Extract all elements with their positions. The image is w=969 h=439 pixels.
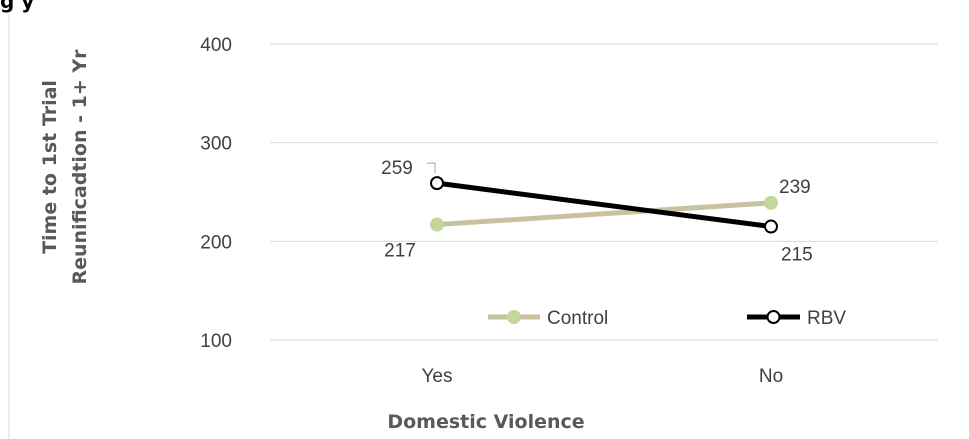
series-line-rbv bbox=[434, 180, 774, 230]
y-tick-label: 400 bbox=[200, 35, 232, 56]
data-point-rbv bbox=[430, 176, 444, 191]
y-axis-title-line-2: Reunificadtion - 1+ Yr bbox=[69, 49, 91, 285]
legend-swatch-marker-control bbox=[507, 310, 521, 324]
data-point-control bbox=[430, 217, 444, 232]
x-tick-label: Yes bbox=[422, 366, 453, 387]
y-axis-title-line-1: Time to 1st Trial bbox=[39, 80, 61, 254]
series-lines bbox=[434, 180, 774, 230]
data-label-control: 239 bbox=[779, 177, 811, 198]
data-label-rbv: 215 bbox=[781, 245, 813, 266]
x-axis-title: Domestic Violence bbox=[387, 411, 584, 433]
data-point-control bbox=[764, 195, 778, 210]
legend-label-control: Control bbox=[547, 308, 608, 329]
legend-swatch-marker-rbv bbox=[766, 310, 781, 324]
legend: Control RBV bbox=[488, 308, 846, 329]
y-tick-labels: 100 200 300 400 bbox=[200, 35, 232, 352]
gridlines bbox=[270, 43, 938, 341]
y-tick-label: 200 bbox=[200, 232, 232, 253]
x-tick-labels: Yes No bbox=[422, 366, 784, 387]
data-label-leader-line bbox=[427, 162, 436, 174]
data-labels: 217 239 259 215 bbox=[381, 158, 813, 265]
series-line-control bbox=[434, 200, 774, 228]
series-markers bbox=[430, 176, 778, 234]
y-tick-label: 300 bbox=[200, 134, 232, 155]
heading-fragment: g y bbox=[0, 0, 34, 13]
data-label-rbv: 259 bbox=[381, 158, 413, 179]
data-label-control: 217 bbox=[384, 241, 416, 262]
legend-label-rbv: RBV bbox=[807, 308, 846, 329]
y-axis-title: Time to 1st Trial Reunificadtion - 1+ Yr bbox=[39, 49, 91, 285]
y-tick-label: 100 bbox=[200, 331, 232, 352]
x-tick-label: No bbox=[759, 366, 783, 387]
data-point-rbv bbox=[764, 219, 778, 234]
